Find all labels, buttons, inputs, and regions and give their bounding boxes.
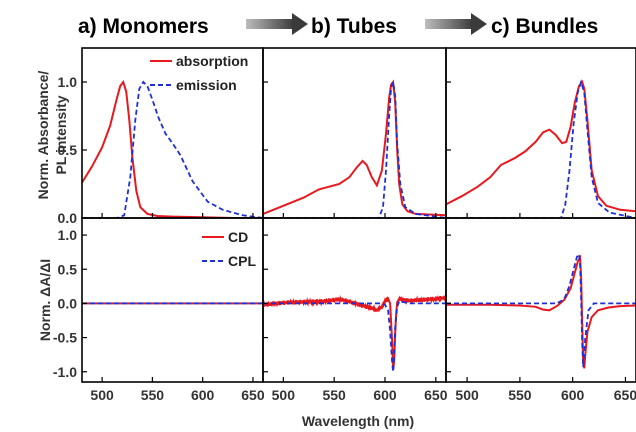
y-tick-label: 1.0 xyxy=(58,74,78,90)
arrow-tubes-to-bundles-icon xyxy=(425,13,487,35)
x-tick-label: 500 xyxy=(272,387,296,403)
title-monomers: a) Monomers xyxy=(78,15,209,38)
xlabel: Wavelength (nm) xyxy=(302,413,414,429)
series-absorption-top-col2 xyxy=(263,79,446,217)
panel-frame-top-col3 xyxy=(445,47,636,219)
ylabel-top-line1: Norm. Absorbance/ xyxy=(35,71,51,200)
x-tick-label: 500 xyxy=(90,387,114,403)
plot-area: 0.0 0.5 1.0 absorption emission 500 550 600 650 -… xyxy=(53,47,636,403)
series-absorption-top-col3 xyxy=(446,79,636,213)
y-tick-label: -0.5 xyxy=(53,330,77,346)
ylabel-top-line2: PL intensity xyxy=(53,95,69,174)
x-tick-label: 550 xyxy=(508,387,532,403)
x-tick-label: 600 xyxy=(191,387,215,403)
arrow-monomers-to-tubes-icon xyxy=(246,13,308,35)
legend-label-cd: CD xyxy=(228,229,248,245)
legend-label-absorption: absorption xyxy=(176,53,248,69)
series-cpl-bottom-col3 xyxy=(446,251,636,368)
y-tick-label: 0.0 xyxy=(58,210,78,226)
panel-frame-top-col1 xyxy=(81,47,264,219)
x-tick-label: 550 xyxy=(322,387,346,403)
title-bundles: c) Bundles xyxy=(491,15,598,38)
x-tick-label: 650 xyxy=(241,387,265,403)
ylabel-bottom: Norm. ΔA/ΔI xyxy=(37,259,53,341)
title-tubes: b) Tubes xyxy=(311,15,397,38)
y-tick-label: -1.0 xyxy=(53,364,77,380)
y-tick-label: 0.5 xyxy=(58,142,78,158)
legend-label-emission: emission xyxy=(176,77,237,93)
series-emission-top-col3 xyxy=(446,79,636,218)
series-cd-bottom-col3 xyxy=(446,254,636,369)
x-tick-label: 600 xyxy=(561,387,585,403)
legend-label-cpl: CPL xyxy=(228,253,256,269)
series-emission-top-col1 xyxy=(82,80,263,218)
series-emission-top-col2 xyxy=(263,78,446,218)
series-cpl-bottom-col2 xyxy=(263,300,446,372)
y-tick-label: 0.0 xyxy=(58,295,78,311)
series-absorption-top-col1 xyxy=(82,79,263,218)
series-cd-bottom-col2 xyxy=(263,294,446,370)
x-tick-label: 500 xyxy=(455,387,479,403)
x-tick-label: 550 xyxy=(141,387,165,403)
x-tick-label: 600 xyxy=(373,387,397,403)
panel-frame-bottom-col3 xyxy=(445,217,636,383)
x-tick-label: 650 xyxy=(424,387,448,403)
y-tick-label: 1.0 xyxy=(58,227,78,243)
y-tick-label: 0.5 xyxy=(58,261,78,277)
x-tick-label: 650 xyxy=(614,387,636,403)
panel-frame-top-col2 xyxy=(262,47,447,219)
